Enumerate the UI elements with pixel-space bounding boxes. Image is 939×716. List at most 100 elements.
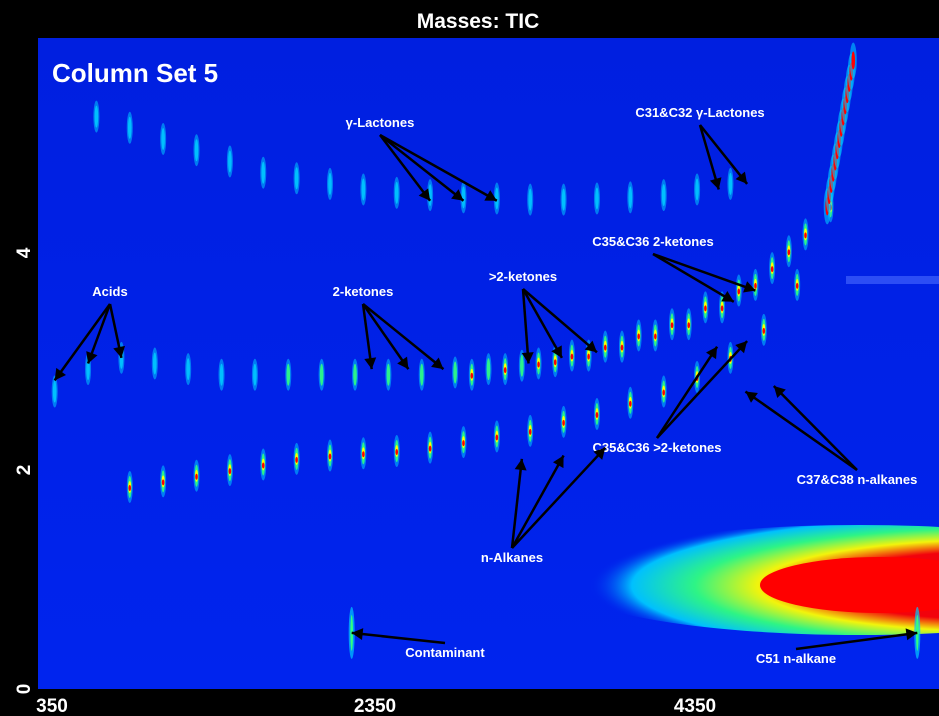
peak-apex xyxy=(128,484,132,491)
annotation-arrow-line xyxy=(53,303,112,382)
peak-apex xyxy=(737,288,741,295)
annotation-arrowhead xyxy=(364,357,377,370)
peak-apex xyxy=(595,412,599,419)
peak-apex xyxy=(795,282,799,289)
peak-core xyxy=(127,116,132,139)
annotation-arrowhead xyxy=(484,190,497,201)
peak-core xyxy=(461,186,466,209)
peak-apex xyxy=(395,449,399,456)
annotation-arrowhead xyxy=(735,171,748,184)
peak-core xyxy=(728,172,733,195)
peak-apex xyxy=(804,232,807,239)
annotation-arrowhead xyxy=(745,391,758,403)
annotation-label: n-Alkanes xyxy=(481,550,543,565)
annotation-arrowhead xyxy=(521,352,534,364)
peak-apex xyxy=(787,249,791,256)
peak-apex xyxy=(662,389,665,396)
peak-apex xyxy=(195,473,198,480)
annotation-arrowhead xyxy=(743,281,756,293)
annotation-arrowhead xyxy=(397,356,409,370)
annotation-label: Contaminant xyxy=(405,645,485,660)
annotation-arrow-line xyxy=(510,454,565,549)
peak-apex xyxy=(161,479,165,486)
annotation-arrowhead xyxy=(584,340,597,353)
peak-apex xyxy=(503,367,507,374)
peak-core xyxy=(528,188,533,211)
peak-apex xyxy=(654,333,657,340)
annotation-arrow-line xyxy=(522,288,598,354)
annotation-3: 2-ketones xyxy=(333,284,445,371)
peak-core xyxy=(186,358,190,381)
annotation-arrow-line xyxy=(379,134,465,202)
annotation-arrow-line xyxy=(362,303,445,371)
series-acids xyxy=(51,341,258,408)
peak-core xyxy=(253,363,257,386)
wraparound-band xyxy=(823,42,857,225)
peak-apex xyxy=(428,445,432,452)
annotation-arrowhead xyxy=(706,346,718,360)
annotation-arrow-line xyxy=(521,288,530,364)
peak-apex xyxy=(620,344,624,351)
x-tick-label-350: 350 xyxy=(36,696,68,716)
annotation-arrowhead xyxy=(431,357,444,370)
annotation-arrowhead xyxy=(54,367,66,381)
annotation-1: C31&C32 γ-Lactones xyxy=(635,105,765,190)
peak-apex xyxy=(603,344,607,351)
peak-apex xyxy=(570,353,574,360)
annotation-arrow-line xyxy=(361,303,410,370)
peak-core xyxy=(695,178,699,201)
peak-core xyxy=(520,354,524,377)
annotation-7: C37&C38 n-alkanes xyxy=(744,385,918,487)
peak-core xyxy=(661,184,666,207)
annotation-arrowhead xyxy=(514,458,527,471)
peak-apex xyxy=(362,451,365,458)
annotation-arrowhead xyxy=(552,455,564,469)
peak-core xyxy=(419,363,424,386)
x-tick-label-2350: 2350 xyxy=(354,696,396,716)
peak-core xyxy=(486,358,491,381)
annotation-arrow-line xyxy=(521,288,564,359)
series-gt2-ketones xyxy=(468,218,809,391)
annotation-arrowhead xyxy=(735,341,748,354)
peak-core xyxy=(152,352,157,375)
annotation-label: C51 n-alkane xyxy=(756,651,836,666)
peak-core xyxy=(353,363,357,386)
peak-apex xyxy=(629,400,632,407)
annotation-arrow-line xyxy=(772,385,858,471)
annotation-arrow-line xyxy=(511,446,607,549)
peak-core xyxy=(319,363,324,386)
peak-apex xyxy=(462,440,465,447)
annotation-arrow-line xyxy=(379,133,498,202)
panel-label: Column Set 5 xyxy=(52,58,218,88)
annotation-arrowhead xyxy=(593,447,606,460)
annotation-label: Acids xyxy=(92,284,127,299)
annotation-arrowhead xyxy=(113,345,126,358)
annotation-arrowhead xyxy=(905,628,918,641)
peak-apex xyxy=(537,361,540,368)
y-tick-label-4: 4 xyxy=(14,247,35,258)
annotation-8: n-Alkanes xyxy=(481,446,607,565)
annotation-10: C51 n-alkane xyxy=(756,628,918,666)
series--lactones xyxy=(93,100,734,216)
peak-core xyxy=(453,361,457,384)
annotation-layer: γ-Lactones C31&C32 γ-Lactones Acids 2-keton… xyxy=(53,105,918,666)
annotation-4: >2-ketones xyxy=(489,269,598,364)
peak-apex xyxy=(470,372,474,379)
annotation-arrowhead xyxy=(351,628,364,641)
peak-core xyxy=(386,363,391,386)
annotation-label: C37&C38 n-alkanes xyxy=(797,472,918,487)
chart-title: Masses: TIC xyxy=(417,10,540,33)
peak-apex xyxy=(495,434,499,441)
peak-core xyxy=(495,187,499,210)
peak-core xyxy=(361,178,366,201)
peak-core xyxy=(161,128,165,151)
peak-apex xyxy=(754,282,757,289)
annotation-label: γ-Lactones xyxy=(346,115,415,130)
annotation-arrowhead xyxy=(773,385,786,398)
peak-apex xyxy=(261,462,265,469)
annotation-arrow-line xyxy=(510,458,524,549)
peak-core xyxy=(328,172,332,195)
annotation-label: C31&C32 γ-Lactones xyxy=(635,105,764,120)
peak-apex xyxy=(704,305,707,312)
annotation-arrowhead xyxy=(709,177,722,190)
